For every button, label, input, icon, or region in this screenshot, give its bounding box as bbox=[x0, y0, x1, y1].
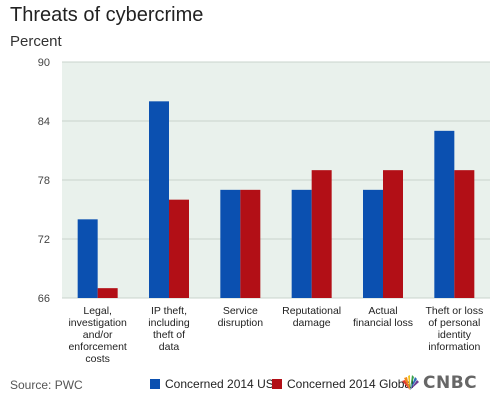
legend-item-global: Concerned 2014 Global bbox=[272, 377, 414, 391]
legend-label-usa: Concerned 2014 USA bbox=[165, 377, 282, 391]
y-tick-label: 72 bbox=[38, 234, 50, 246]
y-tick-label: 90 bbox=[38, 57, 50, 69]
bar-usa bbox=[77, 219, 98, 298]
y-tick-label: 84 bbox=[38, 116, 50, 128]
brand-text: CNBC bbox=[423, 373, 478, 393]
chart-title: Threats of cybercrime bbox=[10, 4, 204, 26]
bar-usa bbox=[363, 189, 383, 298]
x-tick-label: Service disruption bbox=[218, 305, 264, 329]
bar-global bbox=[169, 199, 189, 298]
bar-global bbox=[240, 189, 261, 298]
y-tick-label: 78 bbox=[38, 175, 50, 187]
x-tick-label: IP theft, including theft of data bbox=[148, 305, 190, 353]
y-tick-label: 66 bbox=[38, 293, 50, 305]
legend-item-usa: Concerned 2014 USA bbox=[150, 377, 282, 391]
source-note: Source: PWC bbox=[10, 378, 83, 392]
x-tick-label: Legal, investigation and/or enforcement cost… bbox=[68, 305, 127, 365]
x-tick-label: Reputational damage bbox=[282, 305, 341, 329]
cnbc-logo: CNBC bbox=[400, 373, 477, 393]
bar-global bbox=[454, 170, 475, 298]
bar-global bbox=[311, 170, 332, 298]
chart-subtitle: Percent bbox=[10, 33, 62, 50]
bar-global bbox=[383, 170, 403, 298]
x-tick-label: Theft or loss of personal identity informat… bbox=[425, 305, 483, 353]
bar-usa bbox=[220, 189, 241, 298]
x-tick-label: Actual financial loss bbox=[353, 305, 413, 329]
peacock-icon bbox=[402, 375, 419, 390]
bar-usa bbox=[434, 130, 455, 298]
bar-usa bbox=[291, 189, 312, 298]
legend-label-global: Concerned 2014 Global bbox=[287, 377, 414, 391]
bar-global bbox=[97, 288, 118, 298]
legend-swatch-global bbox=[272, 379, 282, 389]
bar-usa bbox=[149, 101, 169, 298]
legend-swatch-usa bbox=[150, 379, 160, 389]
